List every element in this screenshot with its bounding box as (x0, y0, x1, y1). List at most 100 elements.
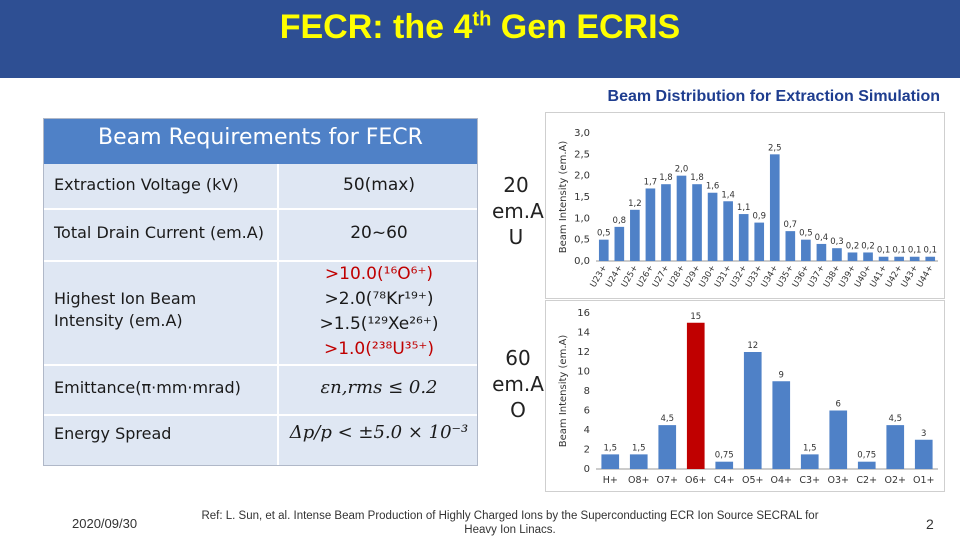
bar (878, 256, 889, 261)
bar (800, 454, 819, 469)
y-tick-label: 12 (577, 347, 590, 358)
bar (658, 425, 677, 469)
row-label: Extraction Voltage (kV) (54, 175, 239, 194)
title-bar (0, 0, 960, 78)
oxygen-beam-label: 60 em.A O (492, 346, 544, 422)
table-row: Total Drain Current (em.A) 20~60 (44, 210, 477, 260)
row-label: Emittance(π·mm·mrad) (54, 378, 241, 397)
y-tick-label: 2,5 (574, 149, 590, 160)
y-tick-label: 2,0 (574, 171, 590, 182)
data-label: 2,0 (675, 165, 689, 175)
intensity-xe: >1.5(¹²⁹Xe²⁶⁺) (319, 314, 439, 334)
bar (754, 222, 765, 261)
data-label: 0,8 (613, 216, 627, 226)
data-label: 0,9 (752, 212, 766, 222)
bar (925, 256, 936, 261)
x-tick-label: O3+ (828, 475, 849, 486)
data-label: 1,5 (803, 443, 817, 453)
distribution-title: Beam Distribution for Extraction Simulat… (607, 88, 940, 105)
requirements-header: Beam Requirements for FECR (44, 119, 477, 164)
uranium-chart-frame: Beam Intensity (em.A) 0,0 0,5 1,0 1,5 2,0 2,5 3… (545, 112, 945, 299)
y-tick-label: 1,5 (574, 192, 590, 203)
data-label: 0,2 (846, 241, 860, 251)
data-label: 12 (747, 341, 758, 351)
bar (914, 439, 933, 469)
table-row: Emittance(π·mm·mrad) εn,rms ≤ 0.2 (44, 366, 477, 414)
y-tick-label: 6 (584, 406, 590, 417)
y-tick-label: 4 (584, 425, 590, 436)
data-label: 0,1 (923, 246, 937, 256)
y-axis-label: Beam Intensity (em.A) (558, 335, 569, 448)
y-tick-label: 1,0 (574, 213, 590, 224)
data-label: 15 (690, 312, 701, 322)
x-tick-label: O5+ (742, 475, 763, 486)
data-label: 1,4 (721, 190, 735, 200)
row-label: Total Drain Current (em.A) (54, 223, 264, 242)
data-label: 1,5 (603, 443, 617, 453)
x-tick-label: O8+ (628, 475, 649, 486)
slide-title: FECR: the 4th Gen ECRIS (279, 8, 681, 46)
data-label: 4,5 (888, 414, 902, 424)
data-label: 1,2 (628, 199, 642, 209)
footer-reference: Ref: L. Sun, et al. Intense Beam Product… (201, 510, 819, 536)
x-tick-label: O4+ (771, 475, 792, 486)
data-label: 1,5 (632, 443, 646, 453)
energy-spread-value: Δp/p < ±5.0 × 10⁻³ (289, 422, 469, 443)
table-row: Extraction Voltage (kV) 50(max) (44, 164, 477, 208)
row-label: Energy Spread (54, 424, 172, 443)
data-label: 4,5 (660, 414, 674, 424)
bar (829, 410, 848, 469)
bar (772, 381, 791, 469)
row-value: 20~60 (350, 223, 408, 243)
data-label: 0,5 (597, 229, 611, 239)
uranium-beam-label: 20 em.A U (492, 173, 544, 249)
data-label: 0,2 (861, 241, 875, 251)
bar (614, 226, 625, 261)
bar (629, 454, 648, 469)
bar (801, 239, 811, 261)
bar (707, 192, 718, 261)
emittance-value: εn,rms ≤ 0.2 (320, 377, 438, 398)
data-label: 0,4 (815, 233, 829, 243)
data-label: 1,1 (737, 203, 751, 213)
data-label: 1,8 (690, 173, 704, 183)
bar (715, 461, 734, 469)
bar (909, 256, 920, 261)
oxygen-chart-frame: Beam Intensity (em.A) 0 2 4 6 8 10 12 14 16 1,5 H+ 1… (545, 300, 945, 492)
bar (645, 188, 656, 261)
y-tick-label: 3,0 (574, 128, 590, 139)
data-label: 9 (779, 370, 784, 380)
data-label: 3 (921, 429, 926, 439)
data-label: 0,1 (877, 246, 891, 256)
bar (598, 239, 609, 261)
x-tick-label: O7+ (657, 475, 678, 486)
bar (785, 231, 796, 261)
bar (894, 256, 904, 261)
x-tick-label: C4+ (714, 475, 735, 486)
intensity-values: >10.0(¹⁶O⁶⁺) >2.0(⁷⁸Kr¹⁹⁺) >1.5(¹²⁹Xe²⁶⁺… (284, 262, 474, 362)
intensity-u: >1.0(²³⁸U³⁵⁺) (323, 339, 435, 359)
x-tick-label: C3+ (799, 475, 820, 486)
bar (816, 243, 827, 261)
data-label: 1,8 (659, 173, 673, 183)
data-label: 0,3 (830, 237, 844, 247)
bar (630, 209, 640, 261)
bar (661, 184, 671, 261)
data-label: 0,7 (784, 220, 798, 230)
requirements-table: Beam Requirements for FECR Extraction Vo… (43, 118, 478, 466)
intensity-kr: >2.0(⁷⁸Kr¹⁹⁺) (324, 289, 434, 309)
data-label: 6 (836, 400, 841, 410)
x-tick-label: O2+ (885, 475, 906, 486)
y-tick-label: 10 (577, 367, 590, 378)
row-label: Highest Ion Beam Intensity (em.A) (54, 289, 197, 330)
y-tick-label: 0 (584, 464, 590, 475)
y-tick-label: 0,5 (574, 235, 590, 246)
bar (832, 248, 842, 261)
data-label: 1,7 (644, 177, 658, 187)
row-value: 50(max) (343, 175, 415, 195)
footer-date: 2020/09/30 (72, 516, 138, 531)
x-tick-label: H+ (603, 475, 618, 486)
bar (601, 454, 620, 469)
data-label: 2,5 (768, 143, 782, 153)
table-row: Energy Spread Δp/p < ±5.0 × 10⁻³ (44, 416, 477, 465)
